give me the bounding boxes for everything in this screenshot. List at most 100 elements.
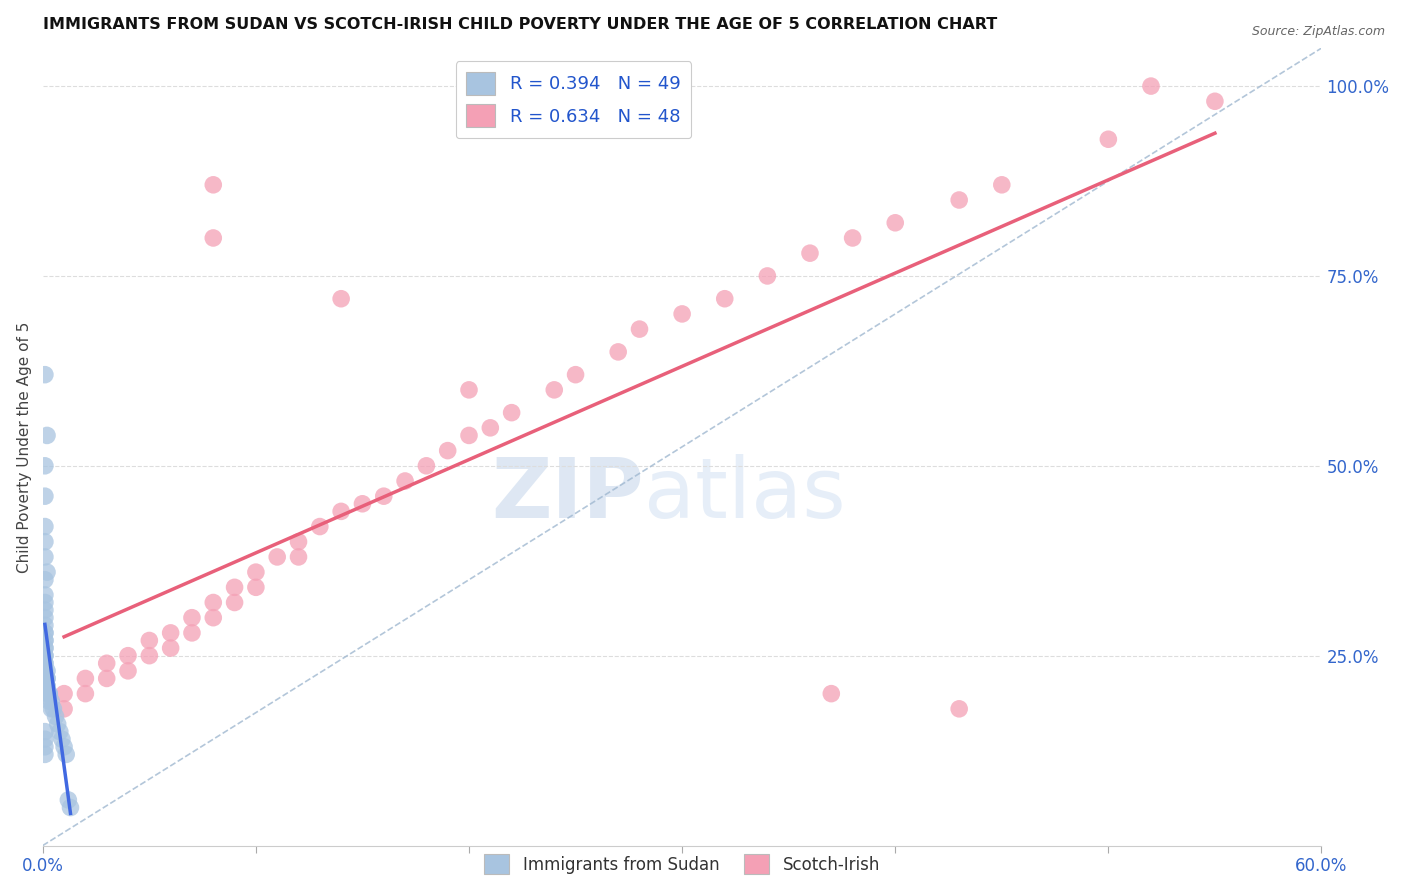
- Point: [948, 193, 970, 207]
- Point: [266, 549, 288, 564]
- Point: [756, 268, 779, 283]
- Text: IMMIGRANTS FROM SUDAN VS SCOTCH-IRISH CHILD POVERTY UNDER THE AGE OF 5 CORRELATI: IMMIGRANTS FROM SUDAN VS SCOTCH-IRISH CH…: [42, 17, 997, 32]
- Point: [415, 458, 437, 473]
- Point: [287, 549, 309, 564]
- Point: [58, 793, 80, 807]
- Point: [543, 383, 565, 397]
- Point: [245, 565, 267, 579]
- Point: [564, 368, 586, 382]
- Point: [181, 610, 204, 624]
- Point: [34, 739, 56, 754]
- Point: [75, 687, 97, 701]
- Point: [138, 648, 160, 663]
- Point: [713, 292, 735, 306]
- Point: [49, 724, 72, 739]
- Point: [202, 595, 225, 609]
- Point: [202, 231, 225, 245]
- Point: [34, 648, 56, 663]
- Point: [330, 504, 353, 518]
- Point: [607, 344, 630, 359]
- Point: [34, 618, 56, 632]
- Point: [991, 178, 1014, 192]
- Point: [35, 679, 58, 693]
- Point: [34, 626, 56, 640]
- Point: [34, 588, 56, 602]
- Point: [352, 497, 374, 511]
- Point: [458, 383, 481, 397]
- Point: [34, 641, 56, 656]
- Point: [628, 322, 651, 336]
- Point: [34, 610, 56, 624]
- Point: [55, 747, 77, 762]
- Point: [53, 702, 76, 716]
- Point: [884, 216, 907, 230]
- Point: [820, 687, 842, 701]
- Point: [34, 534, 56, 549]
- Point: [181, 626, 204, 640]
- Point: [75, 672, 97, 686]
- Point: [35, 565, 58, 579]
- Point: [34, 368, 56, 382]
- Point: [373, 489, 395, 503]
- Point: [394, 474, 416, 488]
- Point: [34, 664, 56, 678]
- Point: [436, 443, 458, 458]
- Point: [35, 664, 58, 678]
- Point: [96, 657, 118, 671]
- Point: [42, 702, 65, 716]
- Point: [458, 428, 481, 442]
- Point: [948, 702, 970, 716]
- Point: [34, 573, 56, 587]
- Point: [138, 633, 160, 648]
- Point: [34, 519, 56, 533]
- Point: [159, 626, 181, 640]
- Point: [53, 687, 76, 701]
- Point: [34, 489, 56, 503]
- Point: [59, 800, 82, 814]
- Point: [96, 672, 118, 686]
- Text: atlas: atlas: [644, 454, 845, 535]
- Point: [39, 702, 62, 716]
- Point: [330, 292, 353, 306]
- Point: [202, 178, 225, 192]
- Legend: Immigrants from Sudan, Scotch-Irish: Immigrants from Sudan, Scotch-Irish: [478, 847, 887, 881]
- Point: [39, 694, 62, 708]
- Point: [159, 641, 181, 656]
- Point: [287, 534, 309, 549]
- Text: Source: ZipAtlas.com: Source: ZipAtlas.com: [1251, 25, 1385, 38]
- Point: [34, 549, 56, 564]
- Point: [38, 687, 60, 701]
- Point: [117, 664, 139, 678]
- Point: [1204, 95, 1226, 109]
- Point: [34, 648, 56, 663]
- Point: [35, 672, 58, 686]
- Text: ZIP: ZIP: [491, 454, 644, 535]
- Point: [38, 687, 60, 701]
- Point: [35, 428, 58, 442]
- Point: [34, 595, 56, 609]
- Point: [245, 580, 267, 594]
- Point: [308, 519, 330, 533]
- Point: [35, 687, 58, 701]
- Point: [501, 406, 523, 420]
- Point: [34, 641, 56, 656]
- Point: [34, 458, 56, 473]
- Point: [35, 672, 58, 686]
- Point: [46, 717, 69, 731]
- Point: [51, 732, 73, 747]
- Point: [799, 246, 821, 260]
- Point: [224, 595, 246, 609]
- Point: [841, 231, 863, 245]
- Point: [34, 603, 56, 617]
- Point: [34, 633, 56, 648]
- Point: [1097, 132, 1119, 146]
- Point: [34, 657, 56, 671]
- Point: [45, 709, 67, 723]
- Point: [34, 747, 56, 762]
- Point: [117, 648, 139, 663]
- Point: [34, 657, 56, 671]
- Point: [34, 732, 56, 747]
- Point: [34, 626, 56, 640]
- Point: [34, 633, 56, 648]
- Point: [34, 724, 56, 739]
